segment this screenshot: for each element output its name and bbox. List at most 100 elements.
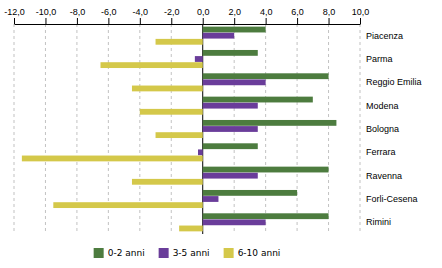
bar — [203, 219, 266, 225]
tick: -8,0 — [70, 7, 86, 24]
tick-mark — [140, 18, 141, 24]
category-label: Ravenna — [366, 171, 402, 181]
bars — [22, 27, 337, 232]
tick: Modena — [366, 101, 399, 111]
category-label: Forli-Cesena — [366, 194, 418, 204]
tick-mark — [45, 18, 46, 24]
y-axis: Piacenza Parma Reggio Emilia Modena Bologna F… — [366, 31, 422, 228]
bar — [203, 97, 313, 103]
category-label: Piacenza — [366, 31, 403, 41]
tick-mark — [234, 18, 235, 24]
bar — [203, 173, 258, 179]
x-axis: -12,0 -10,0 -8,0 -6,0 -4,0 -2,0 0,0 2,0 4,0 6,0 8,… — [4, 7, 369, 25]
tick: Piacenza — [366, 31, 403, 41]
bar — [203, 33, 234, 39]
tick-mark — [14, 18, 15, 24]
legend: 0-2 anni 3-5 anni 6-10 anni — [94, 248, 281, 258]
category-label: Parma — [366, 54, 393, 64]
bar — [132, 179, 203, 185]
category-label: Modena — [366, 101, 399, 111]
bar — [203, 50, 258, 56]
legend-label: 3-5 anni — [173, 248, 210, 258]
tick: Reggio Emilia — [366, 77, 422, 87]
tick-label: -12,0 — [4, 7, 25, 17]
tick-mark — [77, 18, 78, 24]
grid-line — [328, 24, 329, 234]
grid — [14, 24, 360, 234]
bar — [156, 132, 203, 138]
category-label: Reggio Emilia — [366, 77, 422, 87]
legend-swatch — [159, 248, 169, 258]
bar — [140, 109, 203, 115]
tick-label: -8,0 — [70, 7, 86, 17]
legend-swatch — [224, 248, 234, 258]
category-label: Bologna — [366, 124, 399, 134]
series — [203, 27, 337, 219]
bar — [101, 62, 203, 68]
grid-line — [297, 24, 298, 234]
tick-label: 6,0 — [291, 7, 304, 17]
category-label: Rimini — [366, 217, 391, 227]
bar — [203, 190, 297, 196]
legend-item: 3-5 anni — [159, 248, 210, 258]
tick: 6,0 — [291, 7, 304, 24]
grid-line — [265, 24, 266, 234]
bar — [203, 143, 258, 149]
tick: -6,0 — [101, 7, 117, 24]
bar — [53, 202, 202, 208]
bar — [156, 39, 203, 45]
tick: Forli-Cesena — [366, 194, 418, 204]
tick: -2,0 — [164, 7, 180, 24]
grid-line — [14, 24, 15, 234]
tick-label: 10,0 — [352, 7, 370, 17]
legend-label: 0-2 anni — [108, 248, 145, 258]
grid-line — [45, 24, 46, 234]
bar — [132, 86, 203, 92]
chart: -12,0 -10,0 -8,0 -6,0 -4,0 -2,0 0,0 2,0 4,0 6,0 8,… — [0, 0, 442, 268]
tick-mark — [108, 18, 109, 24]
tick-label: -10,0 — [36, 7, 57, 17]
tick-label: 8,0 — [323, 7, 336, 17]
bar — [179, 226, 203, 232]
tick: Rimini — [366, 217, 391, 227]
tick: 0,0 — [197, 7, 210, 24]
legend-label: 6-10 anni — [238, 248, 281, 258]
series — [22, 39, 203, 231]
tick: Ravenna — [366, 171, 402, 181]
tick-label: 0,0 — [197, 7, 210, 17]
bar — [203, 27, 266, 33]
bar — [203, 196, 219, 202]
tick-mark — [360, 18, 361, 24]
tick-label: -4,0 — [133, 7, 149, 17]
tick: -12,0 — [4, 7, 25, 24]
plot: -12,0 -10,0 -8,0 -6,0 -4,0 -2,0 0,0 2,0 4,0 6,0 8,… — [4, 7, 421, 234]
series — [195, 33, 266, 225]
tick-label: -6,0 — [101, 7, 117, 17]
tick-label: 4,0 — [260, 7, 273, 17]
tick-mark — [329, 18, 330, 24]
tick-mark — [266, 18, 267, 24]
tick: Parma — [366, 54, 393, 64]
legend-item: 0-2 anni — [94, 248, 145, 258]
axis-line — [15, 24, 361, 25]
category-label: Ferrara — [366, 147, 396, 157]
legend-item: 6-10 anni — [224, 248, 281, 258]
tick: 2,0 — [228, 7, 241, 24]
tick: 10,0 — [352, 7, 370, 24]
bar — [203, 213, 329, 219]
tick: -10,0 — [36, 7, 57, 24]
tick-mark — [297, 18, 298, 24]
tick-mark — [203, 18, 204, 24]
bar — [203, 120, 337, 126]
bar — [203, 79, 266, 85]
bar — [195, 56, 203, 62]
tick: -4,0 — [133, 7, 149, 24]
tick-label: -2,0 — [164, 7, 180, 17]
tick: Ferrara — [366, 147, 396, 157]
tick: 8,0 — [323, 7, 336, 24]
bar — [203, 126, 258, 132]
bar — [203, 103, 258, 109]
tick: 4,0 — [260, 7, 273, 24]
legend-swatch — [94, 248, 104, 258]
tick-mark — [171, 18, 172, 24]
